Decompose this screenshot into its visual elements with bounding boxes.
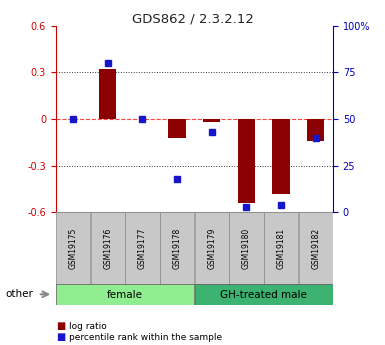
Bar: [264, 212, 298, 285]
Text: GSM19181: GSM19181: [276, 228, 286, 269]
Text: GDS862 / 2.3.2.12: GDS862 / 2.3.2.12: [132, 12, 253, 25]
Text: GH-treated male: GH-treated male: [220, 290, 307, 299]
Bar: [160, 212, 194, 285]
Bar: [194, 212, 229, 285]
Bar: [238, 119, 255, 203]
Text: GSM19178: GSM19178: [172, 228, 182, 269]
Bar: [56, 212, 90, 285]
Bar: [90, 212, 125, 285]
Bar: [229, 212, 264, 285]
Text: percentile rank within the sample: percentile rank within the sample: [69, 333, 223, 342]
Text: log ratio: log ratio: [69, 322, 107, 331]
Text: GSM19176: GSM19176: [103, 228, 112, 269]
Bar: [203, 119, 220, 122]
Text: female: female: [107, 290, 143, 299]
Bar: [307, 119, 324, 141]
Bar: [125, 212, 160, 285]
Bar: [56, 284, 194, 305]
Bar: [194, 284, 333, 305]
Bar: [273, 119, 290, 194]
Text: GSM19180: GSM19180: [242, 228, 251, 269]
Text: GSM19175: GSM19175: [69, 228, 78, 269]
Text: GSM19177: GSM19177: [138, 228, 147, 269]
Bar: [99, 69, 116, 119]
Bar: [169, 119, 186, 138]
Text: other: other: [6, 289, 33, 299]
Bar: [298, 212, 333, 285]
Text: ■: ■: [56, 333, 65, 342]
Text: GSM19182: GSM19182: [311, 228, 320, 269]
Text: GSM19179: GSM19179: [207, 228, 216, 269]
Text: ■: ■: [56, 321, 65, 331]
